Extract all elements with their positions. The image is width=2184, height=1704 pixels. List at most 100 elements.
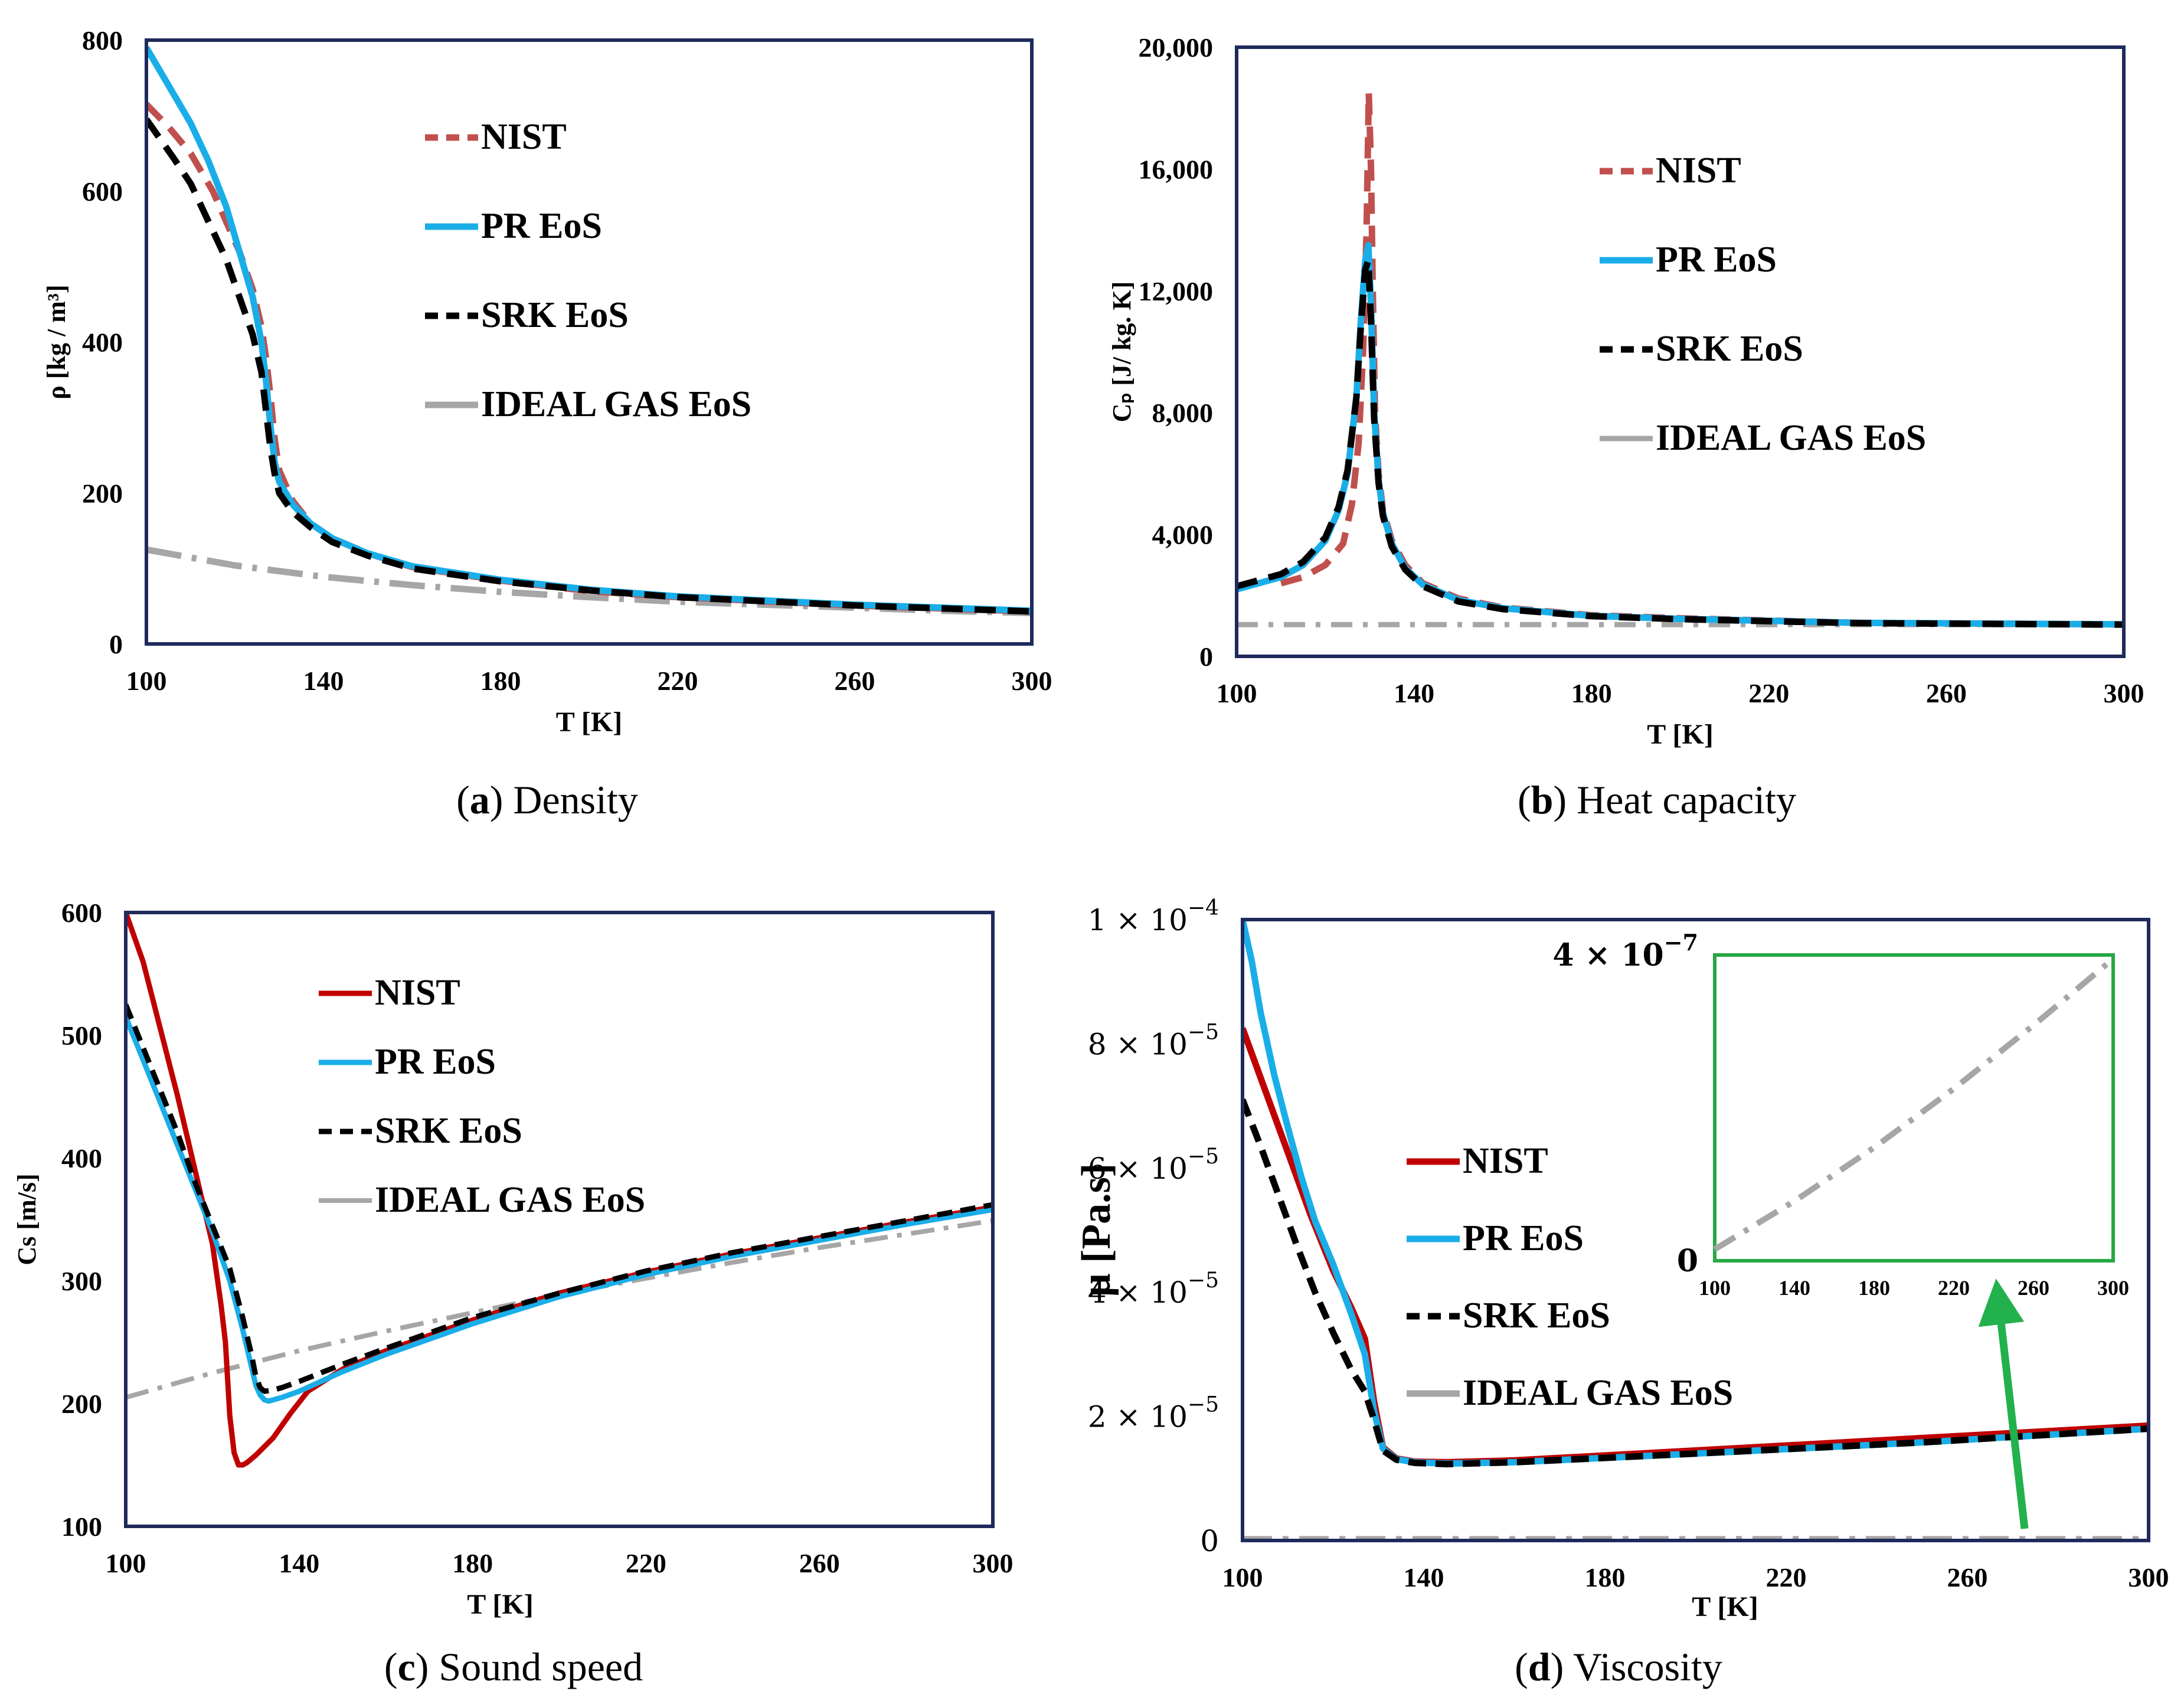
legend-label: IDEAL GAS EoS — [1656, 418, 1926, 458]
legend-label: PR EoS — [375, 1042, 496, 1082]
inset-x-tick-label: 220 — [1938, 1276, 1970, 1300]
x-axis-label: T [K] — [1692, 1591, 1758, 1623]
legend-label: NIST — [375, 973, 460, 1013]
inset-panel: 100 140 180 220 260 300 0 4 × 10−7 — [1552, 929, 2129, 1300]
series-line-pr-eos — [126, 1016, 993, 1404]
legend-label: SRK EoS — [375, 1111, 522, 1151]
legend-label: SRK EoS — [1656, 329, 1803, 369]
inset-y-tick-label: 0 — [1677, 1243, 1698, 1279]
panel-caption: (a) Density — [456, 777, 638, 822]
plot-frame — [124, 911, 995, 1528]
x-tick-label: 140 — [1404, 1562, 1444, 1592]
inset-x-tick-label: 100 — [1699, 1276, 1731, 1300]
inset-x-tick-label: 140 — [1778, 1276, 1810, 1300]
plot-frame — [1241, 918, 2150, 1542]
legend-label: IDEAL GAS EoS — [375, 1180, 645, 1220]
y-tick-exponent: −5 — [1188, 1393, 1219, 1417]
inset-y-tick-mantissa: 0 — [1677, 1243, 1698, 1279]
inset-x-tick-label: 180 — [1858, 1276, 1890, 1300]
legend-label: NIST — [1656, 151, 1741, 191]
y-tick-label: 4,000 — [1152, 520, 1214, 550]
legend-label: PR EoS — [1656, 240, 1777, 280]
x-tick-label: 220 — [1766, 1562, 1807, 1592]
x-tick-label: 300 — [2129, 1562, 2169, 1592]
plot-frame — [145, 38, 1034, 646]
caption-text: Sound speed — [429, 1644, 643, 1689]
y-tick-label: 300 — [61, 1266, 102, 1296]
chart-panel-c: 100 140 180 220 260 300 100 200 300 400 500 600 T [K… — [12, 898, 1013, 1689]
y-tick-label: 0 — [1200, 1524, 1219, 1558]
y-tick-label: 0 — [109, 629, 123, 659]
inset-y-tick-exponent: −7 — [1664, 929, 1698, 956]
y-tick-exponent: −4 — [1188, 896, 1219, 920]
y-tick-label: 8 × 10−5 — [1088, 1020, 1219, 1061]
y-tick-label: 400 — [82, 328, 123, 358]
y-tick-exponent: −5 — [1188, 1144, 1219, 1169]
pointer-arrow-icon — [1978, 1278, 2029, 1529]
inset-y-tick-mantissa: 4 × 10 — [1552, 937, 1663, 973]
series-line-pr-eos — [1243, 920, 2149, 1467]
series-line-nist — [146, 102, 1032, 615]
legend-label: NIST — [481, 117, 567, 157]
x-tick-label: 260 — [835, 666, 875, 696]
legend-label: SRK EoS — [1463, 1296, 1610, 1336]
y-tick-label: 6 × 10−5 — [1088, 1144, 1219, 1186]
y-tick-label: 500 — [61, 1021, 102, 1051]
caption-text: Heat capacity — [1567, 777, 1796, 822]
y-tick-label: 2 × 10−5 — [1088, 1393, 1219, 1434]
x-tick-label: 100 — [126, 666, 167, 696]
x-tick-label: 300 — [1012, 666, 1052, 696]
legend-label: IDEAL GAS EoS — [481, 384, 751, 424]
panel-caption: (b) Heat capacity — [1518, 777, 1796, 822]
caption-paren-open: ( — [1515, 1644, 1528, 1689]
plot-frame — [1235, 45, 2126, 658]
x-tick-label: 180 — [1571, 678, 1612, 708]
x-tick-label: 300 — [2104, 678, 2144, 708]
inset-series-line — [1713, 956, 2116, 1252]
y-tick-exponent: −5 — [1188, 1268, 1219, 1293]
x-tick-label: 220 — [1748, 678, 1789, 708]
y-tick-mantissa: 0 — [1200, 1524, 1219, 1558]
inset-y-tick-label: 4 × 10−7 — [1552, 929, 1698, 973]
series-line-srk-eos — [146, 117, 1032, 615]
legend-label: PR EoS — [481, 206, 602, 246]
inset-x-tick-label: 300 — [2097, 1276, 2129, 1300]
y-tick-label: 100 — [61, 1512, 102, 1542]
x-tick-label: 180 — [1585, 1562, 1626, 1592]
series-line-srk-eos — [1243, 1098, 2149, 1468]
x-axis-label: T [K] — [467, 1589, 533, 1620]
chart-panel-a: 100 140 180 220 260 300 0 200 400 600 800 T [K] ρ [k… — [42, 25, 1052, 822]
y-axis-label: Cₚ [J/ kg. K] — [1107, 282, 1136, 423]
legend-label: PR EoS — [1463, 1218, 1584, 1258]
x-tick-label: 180 — [480, 666, 521, 696]
inset-x-tick-label: 260 — [2018, 1276, 2049, 1300]
legend-label: IDEAL GAS EoS — [1463, 1373, 1733, 1413]
caption-text: Density — [503, 777, 638, 822]
x-tick-label: 180 — [452, 1548, 493, 1578]
caption-paren-close: ) — [490, 777, 504, 822]
y-tick-label: 600 — [82, 176, 123, 207]
y-tick-mantissa: 8 × 10 — [1088, 1027, 1188, 1061]
y-tick-label: 16,000 — [1139, 154, 1214, 184]
y-tick-label: 20,000 — [1139, 32, 1214, 63]
x-tick-label: 260 — [799, 1548, 840, 1578]
series-line-srk-eos — [126, 1003, 993, 1394]
legend-label: NIST — [1463, 1141, 1548, 1181]
series-line-srk-eos — [1237, 257, 2124, 628]
x-tick-label: 260 — [1926, 678, 1967, 708]
y-tick-label: 12,000 — [1139, 276, 1214, 306]
caption-paren-close: ) — [416, 1644, 429, 1689]
inset-frame — [1713, 953, 2115, 1263]
caption-text: Viscosity — [1564, 1644, 1722, 1689]
panel-caption: (c) Sound speed — [384, 1644, 643, 1689]
y-tick-label: 1 × 10−4 — [1088, 896, 1219, 937]
y-tick-label: 400 — [61, 1143, 102, 1173]
y-tick-exponent: −5 — [1188, 1020, 1219, 1044]
y-tick-mantissa: 6 × 10 — [1088, 1152, 1188, 1186]
x-tick-label: 100 — [1222, 1562, 1263, 1592]
x-tick-label: 300 — [973, 1548, 1013, 1578]
y-tick-label: 200 — [61, 1389, 102, 1419]
y-tick-label: 8,000 — [1152, 398, 1214, 428]
